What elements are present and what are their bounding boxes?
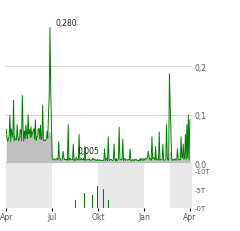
Bar [97,186,98,208]
Bar [84,193,85,208]
Text: 0,005: 0,005 [78,146,100,155]
Bar [75,201,76,208]
Bar [92,195,93,208]
Bar [170,164,192,208]
Bar [98,164,144,208]
Bar [108,201,109,208]
Bar [6,164,52,208]
Bar [103,189,104,208]
Text: 0,280: 0,280 [56,19,78,27]
